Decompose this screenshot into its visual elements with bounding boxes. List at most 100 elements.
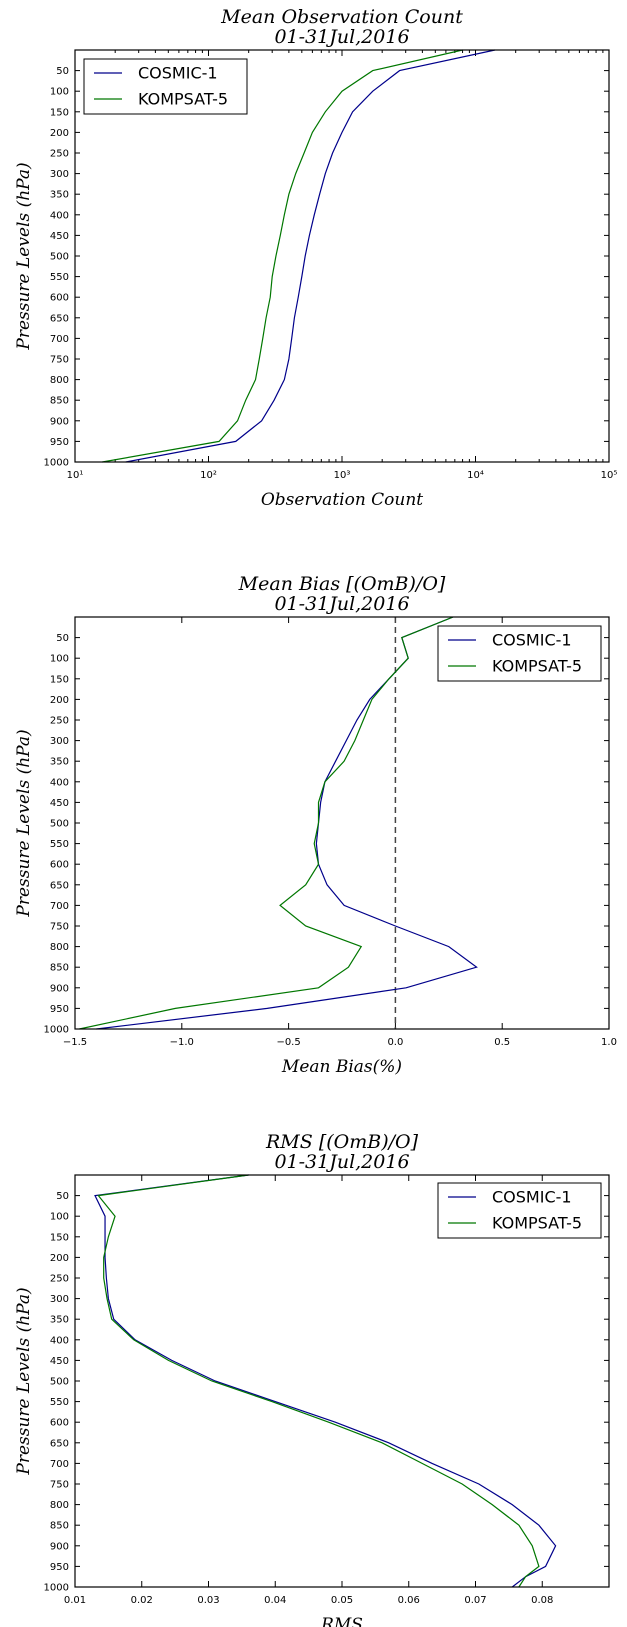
series-line-cosmic-1 bbox=[96, 616, 478, 1030]
series-line-kompsat-5 bbox=[79, 616, 454, 1030]
chart-title: Mean Bias [(OmB)/O] bbox=[238, 573, 446, 595]
x-tick-label: 0.07 bbox=[464, 1595, 486, 1606]
y-tick-label: 800 bbox=[50, 1500, 69, 1511]
x-tick-label: 0.06 bbox=[398, 1595, 420, 1606]
y-tick-label: 900 bbox=[50, 416, 69, 427]
y-tick-label: 750 bbox=[50, 1480, 69, 1491]
x-tick-label: 0.03 bbox=[197, 1595, 219, 1606]
x-tick-label: 0.0 bbox=[387, 1037, 403, 1048]
y-tick-label: 1000 bbox=[44, 458, 69, 469]
y-tick-label: 550 bbox=[50, 272, 69, 283]
y-tick-label: 650 bbox=[50, 1438, 69, 1449]
legend: COSMIC-1 KOMPSAT-5 bbox=[437, 625, 602, 682]
y-tick-label: 500 bbox=[50, 252, 69, 263]
plot-frame bbox=[74, 616, 610, 1030]
y-tick-label: 100 bbox=[50, 87, 69, 98]
x-tick-label: 0.04 bbox=[264, 1595, 286, 1606]
y-tick-label: 1000 bbox=[44, 1025, 69, 1036]
y-tick-label: 600 bbox=[50, 860, 69, 871]
x-tick-label: 0.05 bbox=[331, 1595, 353, 1606]
y-tick-label: 200 bbox=[50, 695, 69, 706]
legend-entry: COSMIC-1 bbox=[492, 1188, 572, 1207]
y-tick-label: 450 bbox=[50, 798, 69, 809]
y-tick-label: 950 bbox=[50, 1562, 69, 1573]
y-tick-label: 350 bbox=[50, 190, 69, 201]
y-tick-label: 700 bbox=[50, 334, 69, 345]
y-axis-label: Pressure Levels (hPa) bbox=[14, 162, 34, 350]
chart-subtitle: 01-31Jul,2016 bbox=[274, 1151, 409, 1173]
plot-frame bbox=[74, 49, 610, 463]
y-tick-label: 150 bbox=[50, 674, 69, 685]
y-tick-label: 750 bbox=[50, 355, 69, 366]
legend-entry: COSMIC-1 bbox=[492, 631, 572, 650]
y-tick-label: 550 bbox=[50, 1397, 69, 1408]
legend-box bbox=[83, 58, 248, 115]
y-tick-label: 250 bbox=[50, 716, 69, 727]
y-tick-label: 100 bbox=[50, 654, 69, 665]
y-tick-label: 150 bbox=[50, 1232, 69, 1243]
x-tick-label: −0.5 bbox=[276, 1037, 300, 1048]
y-tick-label: 800 bbox=[50, 942, 69, 953]
y-tick-label: 250 bbox=[50, 149, 69, 160]
x-tick-label: 1.0 bbox=[601, 1037, 617, 1048]
y-tick-label: 700 bbox=[50, 901, 69, 912]
y-tick-label: 50 bbox=[56, 633, 69, 644]
y-tick-label: 50 bbox=[56, 66, 69, 77]
y-tick-label: 500 bbox=[50, 1377, 69, 1388]
chart-panel-3: RMS [(OmB)/O]01-31Jul,2016 50 100 150 200 250… bbox=[14, 1131, 610, 1627]
legend-entry: COSMIC-1 bbox=[138, 64, 218, 83]
y-tick-label: 350 bbox=[50, 757, 69, 768]
x-tick-label: 10² bbox=[200, 470, 217, 481]
x-tick-label: −1.5 bbox=[63, 1037, 87, 1048]
plot-frame bbox=[74, 1174, 610, 1588]
y-tick-label: 950 bbox=[50, 1004, 69, 1015]
y-tick-label: 300 bbox=[50, 169, 69, 180]
x-tick-label: 0.5 bbox=[494, 1037, 510, 1048]
y-tick-label: 850 bbox=[50, 963, 69, 974]
x-tick-label: 0.08 bbox=[531, 1595, 553, 1606]
chart-subtitle: 01-31Jul,2016 bbox=[274, 26, 409, 48]
x-tick-label: 0.01 bbox=[64, 1595, 86, 1606]
y-tick-label: 450 bbox=[50, 231, 69, 242]
series-line-cosmic-1 bbox=[125, 49, 496, 463]
y-tick-label: 850 bbox=[50, 396, 69, 407]
y-tick-label: 250 bbox=[50, 1274, 69, 1285]
chart-subtitle: 01-31Jul,2016 bbox=[274, 593, 409, 615]
x-tick-label: 10⁵ bbox=[601, 470, 618, 481]
y-tick-label: 400 bbox=[50, 210, 69, 221]
y-tick-label: 900 bbox=[50, 983, 69, 994]
legend: COSMIC-1 KOMPSAT-5 bbox=[437, 1182, 602, 1239]
legend-entry: KOMPSAT-5 bbox=[492, 657, 582, 676]
y-tick-label: 800 bbox=[50, 375, 69, 386]
legend-entry: KOMPSAT-5 bbox=[138, 90, 228, 109]
chart-panel-2: Mean Bias [(OmB)/O]01-31Jul,2016 50 100 150… bbox=[14, 573, 617, 1077]
y-tick-label: 700 bbox=[50, 1459, 69, 1470]
y-tick-label: 200 bbox=[50, 1253, 69, 1264]
y-tick-label: 350 bbox=[50, 1315, 69, 1326]
y-tick-label: 500 bbox=[50, 819, 69, 830]
y-tick-label: 400 bbox=[50, 1335, 69, 1346]
x-axis-label: RMS bbox=[320, 1615, 363, 1627]
y-tick-label: 600 bbox=[50, 1418, 69, 1429]
x-tick-label: 0.02 bbox=[131, 1595, 153, 1606]
x-axis-label: Observation Count bbox=[261, 490, 423, 510]
y-axis-label: Pressure Levels (hPa) bbox=[14, 729, 34, 917]
y-tick-label: 650 bbox=[50, 313, 69, 324]
x-tick-label: 10⁴ bbox=[467, 470, 484, 481]
legend: COSMIC-1 KOMPSAT-5 bbox=[83, 58, 248, 115]
y-tick-label: 900 bbox=[50, 1541, 69, 1552]
series-line-kompsat-5 bbox=[102, 49, 463, 463]
y-tick-label: 750 bbox=[50, 922, 69, 933]
y-tick-label: 300 bbox=[50, 1294, 69, 1305]
y-tick-label: 950 bbox=[50, 437, 69, 448]
x-tick-label: 10¹ bbox=[67, 470, 84, 481]
series-line-cosmic-1 bbox=[94, 1174, 557, 1588]
x-tick-label: −1.0 bbox=[170, 1037, 194, 1048]
y-tick-label: 450 bbox=[50, 1356, 69, 1367]
y-tick-label: 100 bbox=[50, 1212, 69, 1223]
y-axis-label: Pressure Levels (hPa) bbox=[14, 1287, 34, 1475]
y-tick-label: 200 bbox=[50, 128, 69, 139]
y-tick-label: 650 bbox=[50, 880, 69, 891]
